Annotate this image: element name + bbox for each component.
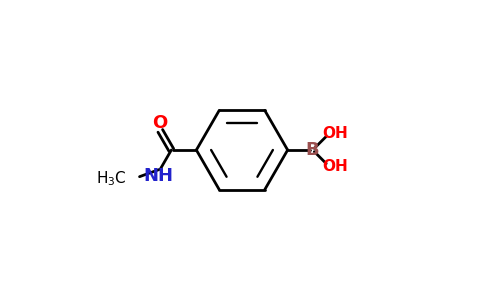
Text: B: B	[306, 141, 319, 159]
Text: H$_3$C: H$_3$C	[96, 169, 126, 188]
Text: OH: OH	[323, 158, 348, 173]
Text: NH: NH	[144, 167, 174, 184]
Text: OH: OH	[323, 127, 348, 142]
Text: O: O	[152, 114, 167, 132]
